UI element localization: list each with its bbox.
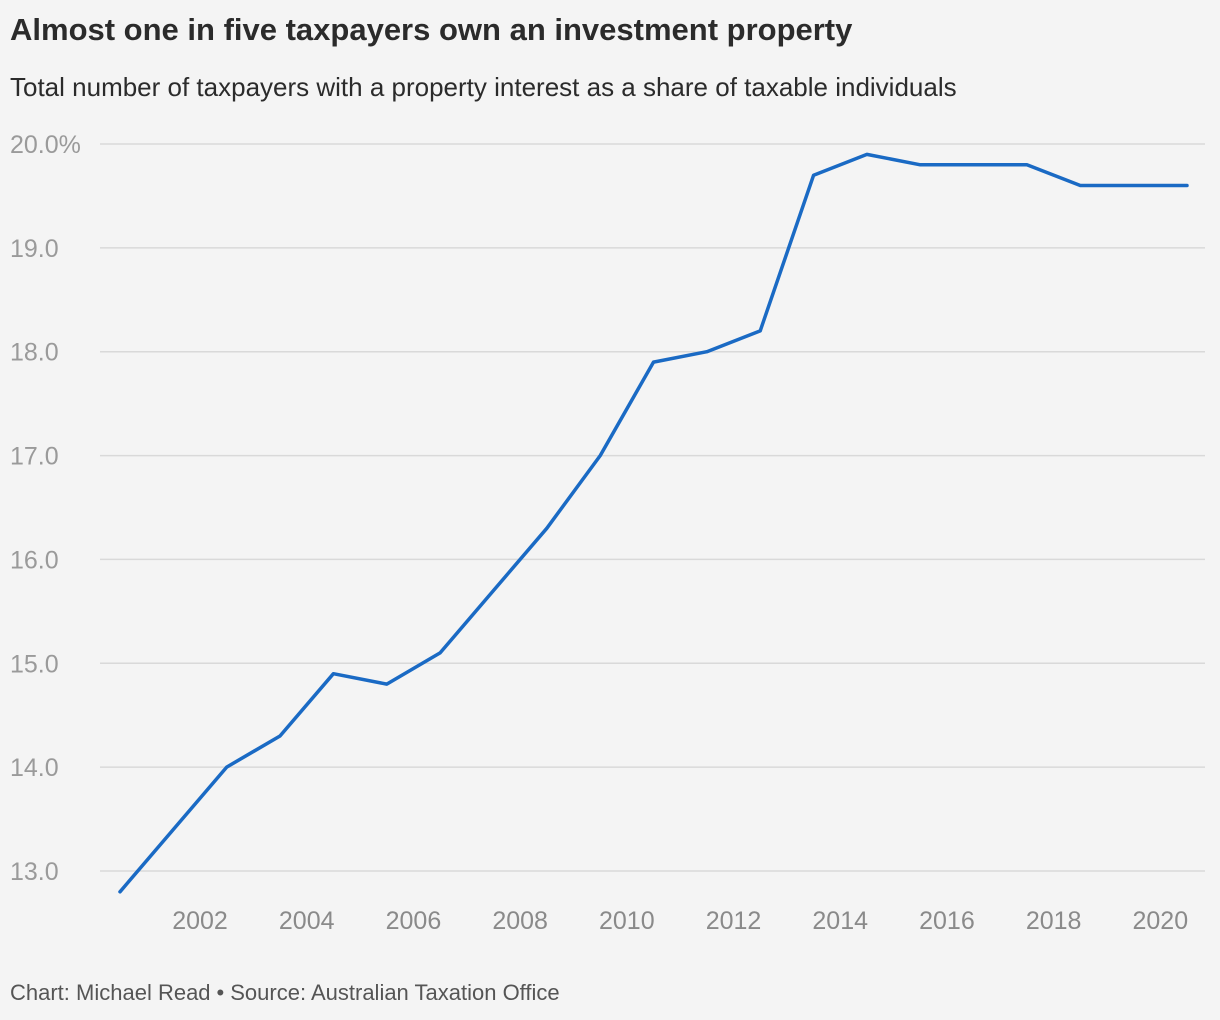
y-tick-label: 15.0 (10, 650, 59, 678)
y-tick-label: 13.0 (10, 858, 59, 886)
chart-title: Almost one in five taxpayers own an inve… (10, 12, 853, 47)
chart-subtitle: Total number of taxpayers with a propert… (10, 72, 957, 102)
x-tick-label: 2004 (279, 907, 335, 935)
credit-source: Source: Australian Taxation Office (230, 980, 560, 1005)
y-tick-label: 17.0 (10, 443, 59, 471)
x-tick-label: 2008 (492, 907, 548, 935)
y-axis-ticks: 20.0% 19.0 18.0 17.0 16.0 15.0 14.0 13.0 (10, 131, 81, 886)
x-tick-label: 2014 (812, 907, 868, 935)
x-axis-ticks: 2002 2004 2006 2008 2010 2012 2014 2016 2018 2020 (172, 907, 1188, 935)
credit-author: Chart: Michael Read (10, 980, 211, 1005)
x-tick-label: 2006 (386, 907, 442, 935)
y-tick-label: 20.0% (10, 131, 81, 159)
x-tick-label: 2016 (919, 907, 975, 935)
credit-separator: • (216, 980, 225, 1005)
x-tick-label: 2020 (1133, 907, 1189, 935)
y-tick-label: 19.0 (10, 235, 59, 263)
line-chart: 20.0%19.018.017.016.015.014.013.0 2002 20… (10, 131, 1205, 935)
x-tick-label: 2002 (172, 907, 228, 935)
x-tick-label: 2012 (706, 907, 762, 935)
chart-credit: Chart: Michael Read • Source: Australian T… (10, 980, 560, 1006)
x-tick-label: 2010 (599, 907, 655, 935)
series-line (118, 152, 1189, 894)
gridlines (100, 143, 1205, 872)
x-tick-label: 2018 (1026, 907, 1082, 935)
y-tick-label: 18.0 (10, 339, 59, 367)
y-tick-label: 14.0 (10, 754, 59, 782)
y-tick-label: 16.0 (10, 546, 59, 574)
series-layer (118, 152, 1189, 894)
